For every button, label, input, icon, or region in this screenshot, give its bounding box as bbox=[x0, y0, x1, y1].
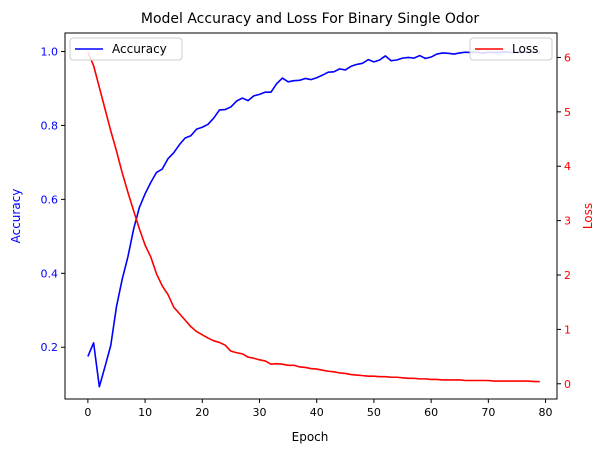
loss-line bbox=[87, 51, 540, 383]
accuracy-line bbox=[87, 51, 540, 388]
x-tick-label: 30 bbox=[253, 406, 267, 419]
x-tick-label: 50 bbox=[367, 406, 381, 419]
y-axis-right-label: Loss bbox=[581, 203, 595, 229]
x-tick-label: 80 bbox=[539, 406, 553, 419]
series-layer bbox=[87, 51, 540, 388]
x-tick-label: 20 bbox=[195, 406, 209, 419]
y-axis-left-label: Accuracy bbox=[9, 189, 23, 244]
x-tick-label: 60 bbox=[424, 406, 438, 419]
y-axis-left: 0.2 0.4 0.6 0.8 1.0 bbox=[41, 45, 65, 354]
y-right-tick-label: 5 bbox=[564, 106, 571, 119]
y-left-tick-label: 0.6 bbox=[41, 193, 59, 206]
y-right-tick-label: 1 bbox=[564, 323, 571, 336]
legend-loss-label: Loss bbox=[512, 42, 538, 56]
y-left-tick-label: 0.8 bbox=[41, 119, 59, 132]
plot-area bbox=[64, 32, 558, 400]
x-tick-label: 0 bbox=[84, 406, 91, 419]
legend-accuracy-label: Accuracy bbox=[112, 42, 167, 56]
plot-frame bbox=[64, 32, 558, 400]
legend-loss: Loss bbox=[469, 37, 553, 61]
y-right-tick-label: 0 bbox=[564, 378, 571, 391]
y-right-tick-label: 4 bbox=[564, 160, 571, 173]
y-left-tick-label: 1.0 bbox=[41, 45, 59, 58]
y-right-tick-label: 2 bbox=[564, 269, 571, 282]
x-axis: 0 10 20 30 40 50 60 70 80 bbox=[84, 399, 553, 419]
x-tick-label: 70 bbox=[481, 406, 495, 419]
legend-accuracy: Accuracy bbox=[69, 37, 183, 61]
x-axis-label: Epoch bbox=[292, 430, 329, 444]
legend-loss-box bbox=[469, 37, 553, 61]
y-right-tick-label: 3 bbox=[564, 215, 571, 228]
chart-title: Model Accuracy and Loss For Binary Singl… bbox=[141, 11, 480, 27]
x-tick-label: 40 bbox=[310, 406, 324, 419]
x-tick-label: 10 bbox=[138, 406, 152, 419]
y-right-tick-label: 6 bbox=[564, 51, 571, 64]
y-left-tick-label: 0.4 bbox=[41, 267, 59, 280]
legend-accuracy-box bbox=[69, 37, 183, 61]
y-axis-right: 0 1 2 3 4 5 6 bbox=[557, 51, 571, 391]
y-left-tick-label: 0.2 bbox=[41, 341, 59, 354]
